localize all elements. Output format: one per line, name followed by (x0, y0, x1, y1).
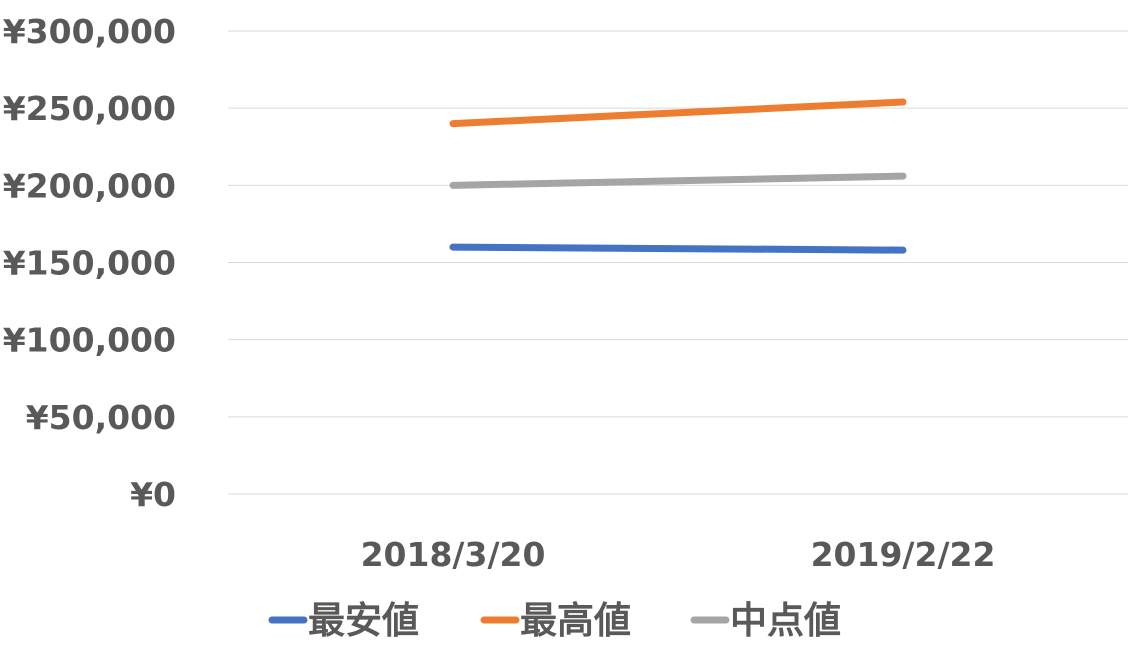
series-line-1 (449, 243, 907, 254)
legend-item: 最安値 (268, 599, 419, 642)
y-tick-label: ¥250,000 (3, 89, 176, 128)
x-tick-label: 2018/3/20 (361, 535, 546, 574)
legend: 最安値 最高値 中点値 (268, 599, 841, 642)
series-lines (449, 98, 907, 254)
y-tick-label: ¥50,000 (26, 398, 176, 437)
series-line-2 (449, 98, 907, 128)
y-tick-label: ¥200,000 (3, 166, 176, 205)
y-tick-label: ¥150,000 (3, 244, 176, 283)
legend-label: 最安値 (308, 599, 419, 642)
legend-item: 中点値 (690, 599, 841, 642)
legend-label: 中点値 (730, 599, 841, 642)
y-tick-label: ¥300,000 (3, 12, 176, 51)
series-line-3 (449, 172, 907, 189)
gridlines (228, 30, 1128, 495)
x-axis-tick-labels: 2018/3/20 2019/2/22 (361, 535, 996, 574)
legend-item: 最高値 (480, 599, 631, 642)
y-tick-label: ¥0 (130, 475, 176, 514)
y-axis-tick-labels: ¥0 ¥50,000 ¥100,000 ¥150,000 ¥200,000 ¥250,00… (3, 12, 176, 514)
legend-label: 最高値 (520, 599, 631, 642)
y-tick-label: ¥100,000 (3, 321, 176, 360)
x-tick-label: 2019/2/22 (811, 535, 996, 574)
